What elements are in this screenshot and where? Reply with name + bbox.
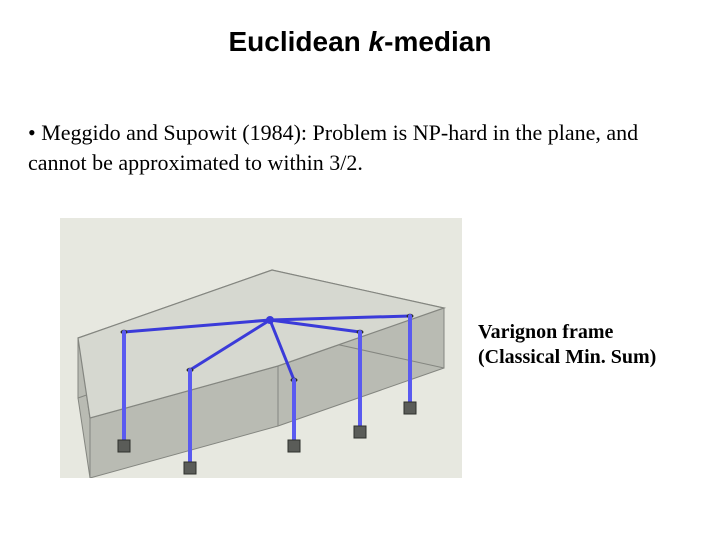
caption-line-2: (Classical Min. Sum): [478, 345, 708, 370]
varignon-frame-figure: [60, 218, 462, 478]
bullet-text: • Meggido and Supowit (1984): Problem is…: [28, 118, 688, 177]
title-italic: k: [369, 26, 385, 57]
figure-caption: Varignon frame (Classical Min. Sum): [478, 320, 708, 370]
caption-line-1: Varignon frame: [478, 320, 708, 345]
slide: Euclidean k-median • Meggido and Supowit…: [0, 0, 720, 540]
title-pre: Euclidean: [229, 26, 369, 57]
slide-title: Euclidean k-median: [0, 26, 720, 58]
title-post: -median: [384, 26, 491, 57]
